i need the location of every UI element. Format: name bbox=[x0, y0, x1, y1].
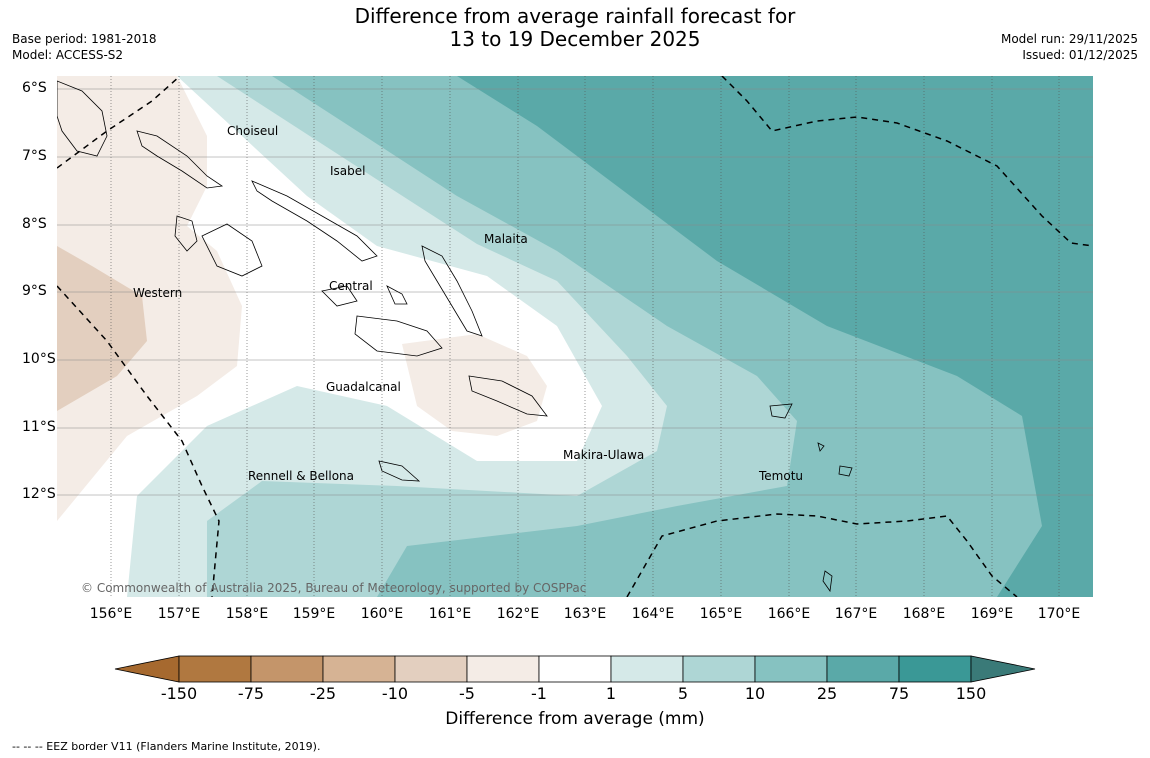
lat-label: 7°S bbox=[22, 148, 47, 164]
latitude-lines bbox=[57, 88, 1093, 496]
colorbar-tick: 10 bbox=[744, 684, 766, 703]
colorbar-title: Difference from average (mm) bbox=[445, 709, 705, 729]
label-western: Western bbox=[133, 286, 182, 300]
lon-label: 170°E bbox=[1037, 606, 1081, 622]
lon-label: 169°E bbox=[970, 606, 1014, 622]
eez-footnote: -- -- -- EEZ border V11 (Flanders Marine… bbox=[12, 740, 321, 753]
map-title-line2: 13 to 19 December 2025 bbox=[449, 27, 701, 51]
colorbar-swatch bbox=[394, 655, 468, 683]
band-25-to-75 bbox=[457, 76, 1093, 597]
colorbar-swatch bbox=[610, 655, 684, 683]
label-makira-ulawa: Makira-Ulawa bbox=[563, 448, 644, 462]
colorbar-swatch bbox=[250, 655, 324, 683]
issued-date: Issued: 01/12/2025 bbox=[1022, 48, 1138, 62]
colorbar-tick: -25 bbox=[309, 684, 337, 703]
colorbar-extend-high bbox=[970, 655, 1036, 683]
lon-label: 161°E bbox=[428, 606, 472, 622]
model-name: Model: ACCESS-S2 bbox=[12, 48, 124, 62]
lat-label: 6°S bbox=[22, 80, 47, 96]
label-central: Central bbox=[329, 279, 373, 293]
colorbar-swatch bbox=[322, 655, 396, 683]
eez-borders bbox=[57, 76, 1093, 597]
colorbar-tick: -150 bbox=[160, 684, 198, 703]
colorbar bbox=[0, 650, 1150, 690]
colorbar-tick: 1 bbox=[605, 684, 617, 703]
colorbar-tick: -75 bbox=[237, 684, 265, 703]
colorbar-swatch bbox=[826, 655, 900, 683]
islands bbox=[57, 80, 853, 593]
lat-label: 12°S bbox=[22, 486, 56, 502]
colorbar-swatches bbox=[114, 655, 1036, 683]
lon-label: 162°E bbox=[496, 606, 540, 622]
lon-label: 158°E bbox=[225, 606, 269, 622]
rainfall-map: Choiseul Isabel Malaita Central Western … bbox=[57, 76, 1093, 597]
lon-label: 165°E bbox=[699, 606, 743, 622]
base-period: Base period: 1981-2018 bbox=[12, 32, 157, 46]
colorbar-swatch bbox=[466, 655, 540, 683]
colorbar-swatch bbox=[682, 655, 756, 683]
lat-label: 9°S bbox=[22, 283, 47, 299]
label-malaita: Malaita bbox=[484, 232, 528, 246]
meta-left: Base period: 1981-2018 Model: ACCESS-S2 bbox=[12, 31, 157, 63]
lon-label: 156°E bbox=[89, 606, 133, 622]
colorbar-tick: 5 bbox=[677, 684, 689, 703]
label-choiseul: Choiseul bbox=[227, 124, 278, 138]
colorbar-tick: 75 bbox=[888, 684, 910, 703]
lon-label: 160°E bbox=[360, 606, 404, 622]
meta-right: Model run: 29/11/2025 Issued: 01/12/2025 bbox=[1001, 31, 1138, 63]
colorbar-swatch bbox=[898, 655, 972, 683]
label-temotu: Temotu bbox=[758, 469, 803, 483]
colorbar-svg bbox=[114, 655, 1036, 683]
lat-label: 11°S bbox=[22, 419, 56, 435]
label-guadalcanal: Guadalcanal bbox=[326, 380, 401, 394]
band-minus1-to-minus5-west bbox=[57, 76, 242, 521]
colorbar-tick: -5 bbox=[459, 684, 475, 703]
colorbar-swatch bbox=[178, 655, 252, 683]
colorbar-tick: 25 bbox=[816, 684, 838, 703]
lon-label: 157°E bbox=[157, 606, 201, 622]
colorbar-tick: -1 bbox=[531, 684, 547, 703]
label-isabel: Isabel bbox=[330, 164, 365, 178]
lat-label: 8°S bbox=[22, 216, 47, 232]
label-rennell-bellona: Rennell & Bellona bbox=[248, 469, 354, 483]
colorbar-tick: -10 bbox=[381, 684, 409, 703]
map-svg: Choiseul Isabel Malaita Central Western … bbox=[57, 76, 1093, 597]
lat-label: 10°S bbox=[22, 351, 56, 367]
lon-label: 163°E bbox=[563, 606, 607, 622]
lon-label: 164°E bbox=[631, 606, 675, 622]
model-run: Model run: 29/11/2025 bbox=[1000, 32, 1138, 46]
colorbar-extend-low bbox=[114, 655, 180, 683]
colorbar-swatch bbox=[754, 655, 828, 683]
map-title-line1: Difference from average rainfall forecas… bbox=[354, 4, 796, 28]
lon-label: 159°E bbox=[292, 606, 336, 622]
lon-label: 168°E bbox=[902, 606, 946, 622]
province-labels: Choiseul Isabel Malaita Central Western … bbox=[133, 124, 803, 483]
colorbar-swatch bbox=[538, 655, 612, 683]
lon-label: 167°E bbox=[834, 606, 878, 622]
band-minus1-to-minus5-makira bbox=[402, 334, 547, 436]
lon-label: 166°E bbox=[767, 606, 811, 622]
copyright-notice: © Commonwealth of Australia 2025, Bureau… bbox=[81, 581, 586, 595]
band-minus5-to-minus10 bbox=[57, 246, 147, 411]
colorbar-tick: 150 bbox=[955, 684, 987, 703]
